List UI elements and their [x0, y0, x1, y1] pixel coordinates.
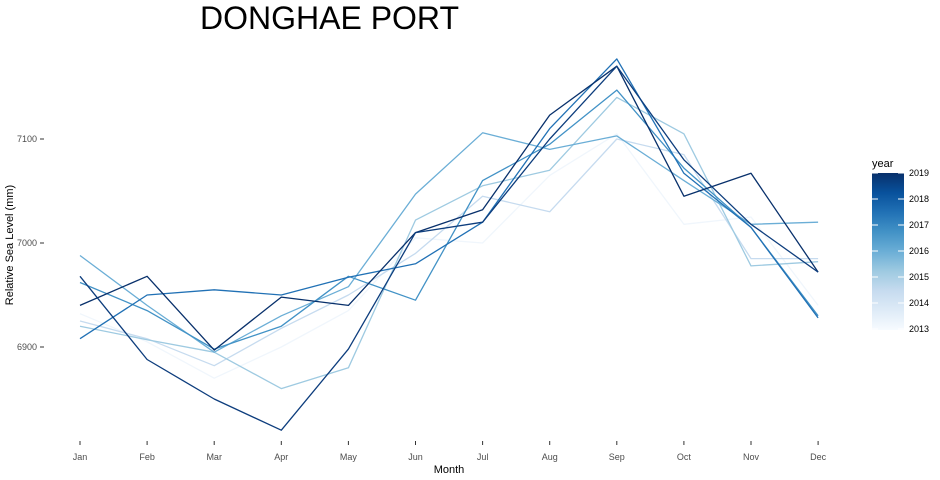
x-tick-label: Jan [73, 452, 88, 462]
x-tick-label: Sep [609, 452, 625, 462]
x-tick-label: Nov [743, 452, 760, 462]
x-tick-label: Apr [274, 452, 288, 462]
series-line-2015 [79, 96, 819, 390]
legend: year 2019 2018 2017 2016 2015 2014 2013 [872, 158, 929, 334]
series-line-2019 [79, 65, 819, 431]
x-tick-label: Dec [810, 452, 827, 462]
x-tick-label: Jun [408, 452, 423, 462]
series-line-2019 [79, 65, 819, 351]
series-line-2013 [79, 133, 819, 379]
chart-title: DONGHAE PORT [200, 0, 459, 36]
legend-tick-label: 2017 [909, 220, 929, 230]
x-tick-label: Mar [206, 452, 222, 462]
legend-tick-label: 2019 [909, 168, 929, 178]
y-tick-label: 7100 [17, 134, 37, 144]
x-axis-title: Month [434, 464, 465, 476]
legend-title: year [872, 158, 894, 170]
series-lines [79, 58, 819, 431]
x-tick-label: Oct [677, 452, 692, 462]
y-axis: 6900 7000 7100 [17, 134, 44, 352]
x-axis: Jan Feb Mar Apr May Jun Jul Aug Sep Oct Nov Dec [73, 441, 827, 462]
x-tick-label: Feb [139, 452, 155, 462]
legend-tick-label: 2018 [909, 194, 929, 204]
series-line-2018 [79, 58, 819, 340]
x-tick-label: May [340, 452, 358, 462]
x-tick-label: Aug [542, 452, 558, 462]
legend-tick-label: 2014 [909, 298, 929, 308]
series-line-2017 [79, 89, 819, 350]
series-line-2016 [79, 132, 819, 353]
y-tick-label: 6900 [17, 342, 37, 352]
series-line-2014 [79, 138, 819, 367]
legend-tick-label: 2013 [909, 324, 929, 334]
y-axis-title: Relative Sea Level (mm) [4, 185, 16, 305]
legend-tick-label: 2016 [909, 246, 929, 256]
y-tick-label: 7000 [17, 238, 37, 248]
x-tick-label: Jul [477, 452, 489, 462]
legend-tick-label: 2015 [909, 272, 929, 282]
